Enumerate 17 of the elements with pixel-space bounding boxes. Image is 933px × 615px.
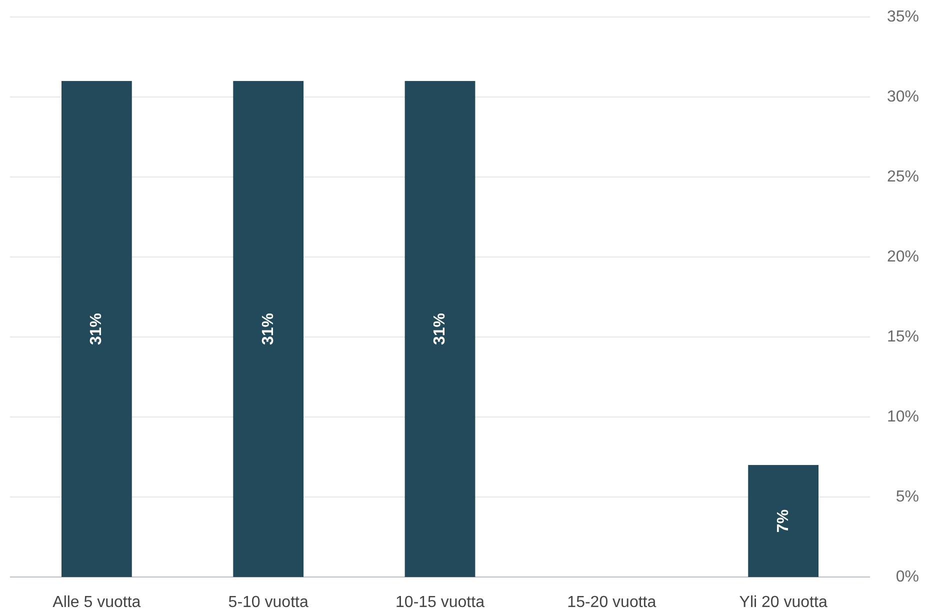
y-tick-label: 30% [886, 88, 919, 106]
data-label: 31% [432, 312, 448, 346]
x-tick-label: 5-10 vuotta [228, 594, 308, 611]
y-tick-label: 10% [886, 408, 919, 426]
x-tick-label: Yli 20 vuotta [739, 594, 828, 611]
y-tick-label: 35% [886, 8, 919, 26]
y-tick-label: 5% [896, 488, 919, 506]
x-tick-label: 15-20 vuotta [567, 594, 656, 611]
x-tick-label: Alle 5 vuotta [52, 594, 141, 611]
x-tick-label: 10-15 vuotta [396, 594, 485, 611]
data-label: 31% [260, 312, 277, 346]
y-tick-label: 15% [886, 328, 919, 346]
y-tick-label: 20% [886, 248, 919, 266]
y-tick-label: 0% [896, 568, 919, 586]
data-label: 31% [88, 312, 106, 346]
y-tick-label: 25% [886, 168, 919, 186]
data-label: 7% [774, 509, 792, 533]
